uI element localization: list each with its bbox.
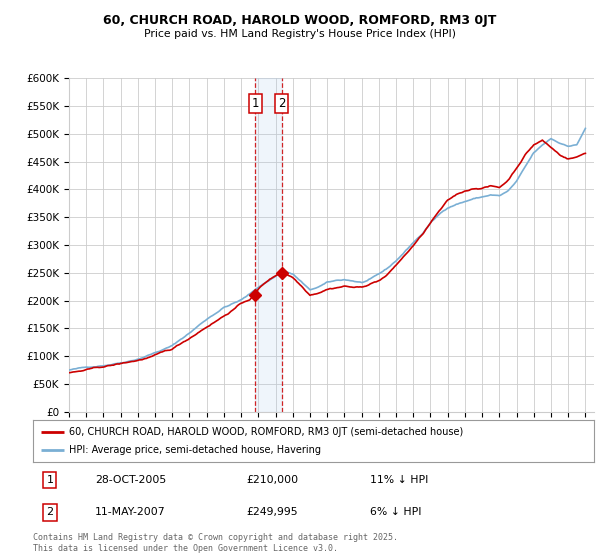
Text: 2: 2: [278, 97, 286, 110]
Text: 60, CHURCH ROAD, HAROLD WOOD, ROMFORD, RM3 0JT (semi-detached house): 60, CHURCH ROAD, HAROLD WOOD, ROMFORD, R…: [70, 427, 464, 437]
Bar: [256, 78, 282, 412]
Text: Price paid vs. HM Land Registry's House Price Index (HPI): Price paid vs. HM Land Registry's House …: [144, 29, 456, 39]
Text: HPI: Average price, semi-detached house, Havering: HPI: Average price, semi-detached house,…: [70, 445, 322, 455]
Text: Contains HM Land Registry data © Crown copyright and database right 2025.
This d: Contains HM Land Registry data © Crown c…: [33, 533, 398, 553]
Text: £210,000: £210,000: [246, 475, 298, 486]
Text: 11-MAY-2007: 11-MAY-2007: [95, 507, 166, 517]
Text: £249,995: £249,995: [246, 507, 298, 517]
Text: 2: 2: [46, 507, 53, 517]
Text: 1: 1: [46, 475, 53, 486]
Text: 60, CHURCH ROAD, HAROLD WOOD, ROMFORD, RM3 0JT: 60, CHURCH ROAD, HAROLD WOOD, ROMFORD, R…: [103, 14, 497, 27]
Text: 6% ↓ HPI: 6% ↓ HPI: [370, 507, 421, 517]
Text: 1: 1: [251, 97, 259, 110]
Text: 28-OCT-2005: 28-OCT-2005: [95, 475, 166, 486]
Text: 11% ↓ HPI: 11% ↓ HPI: [370, 475, 428, 486]
